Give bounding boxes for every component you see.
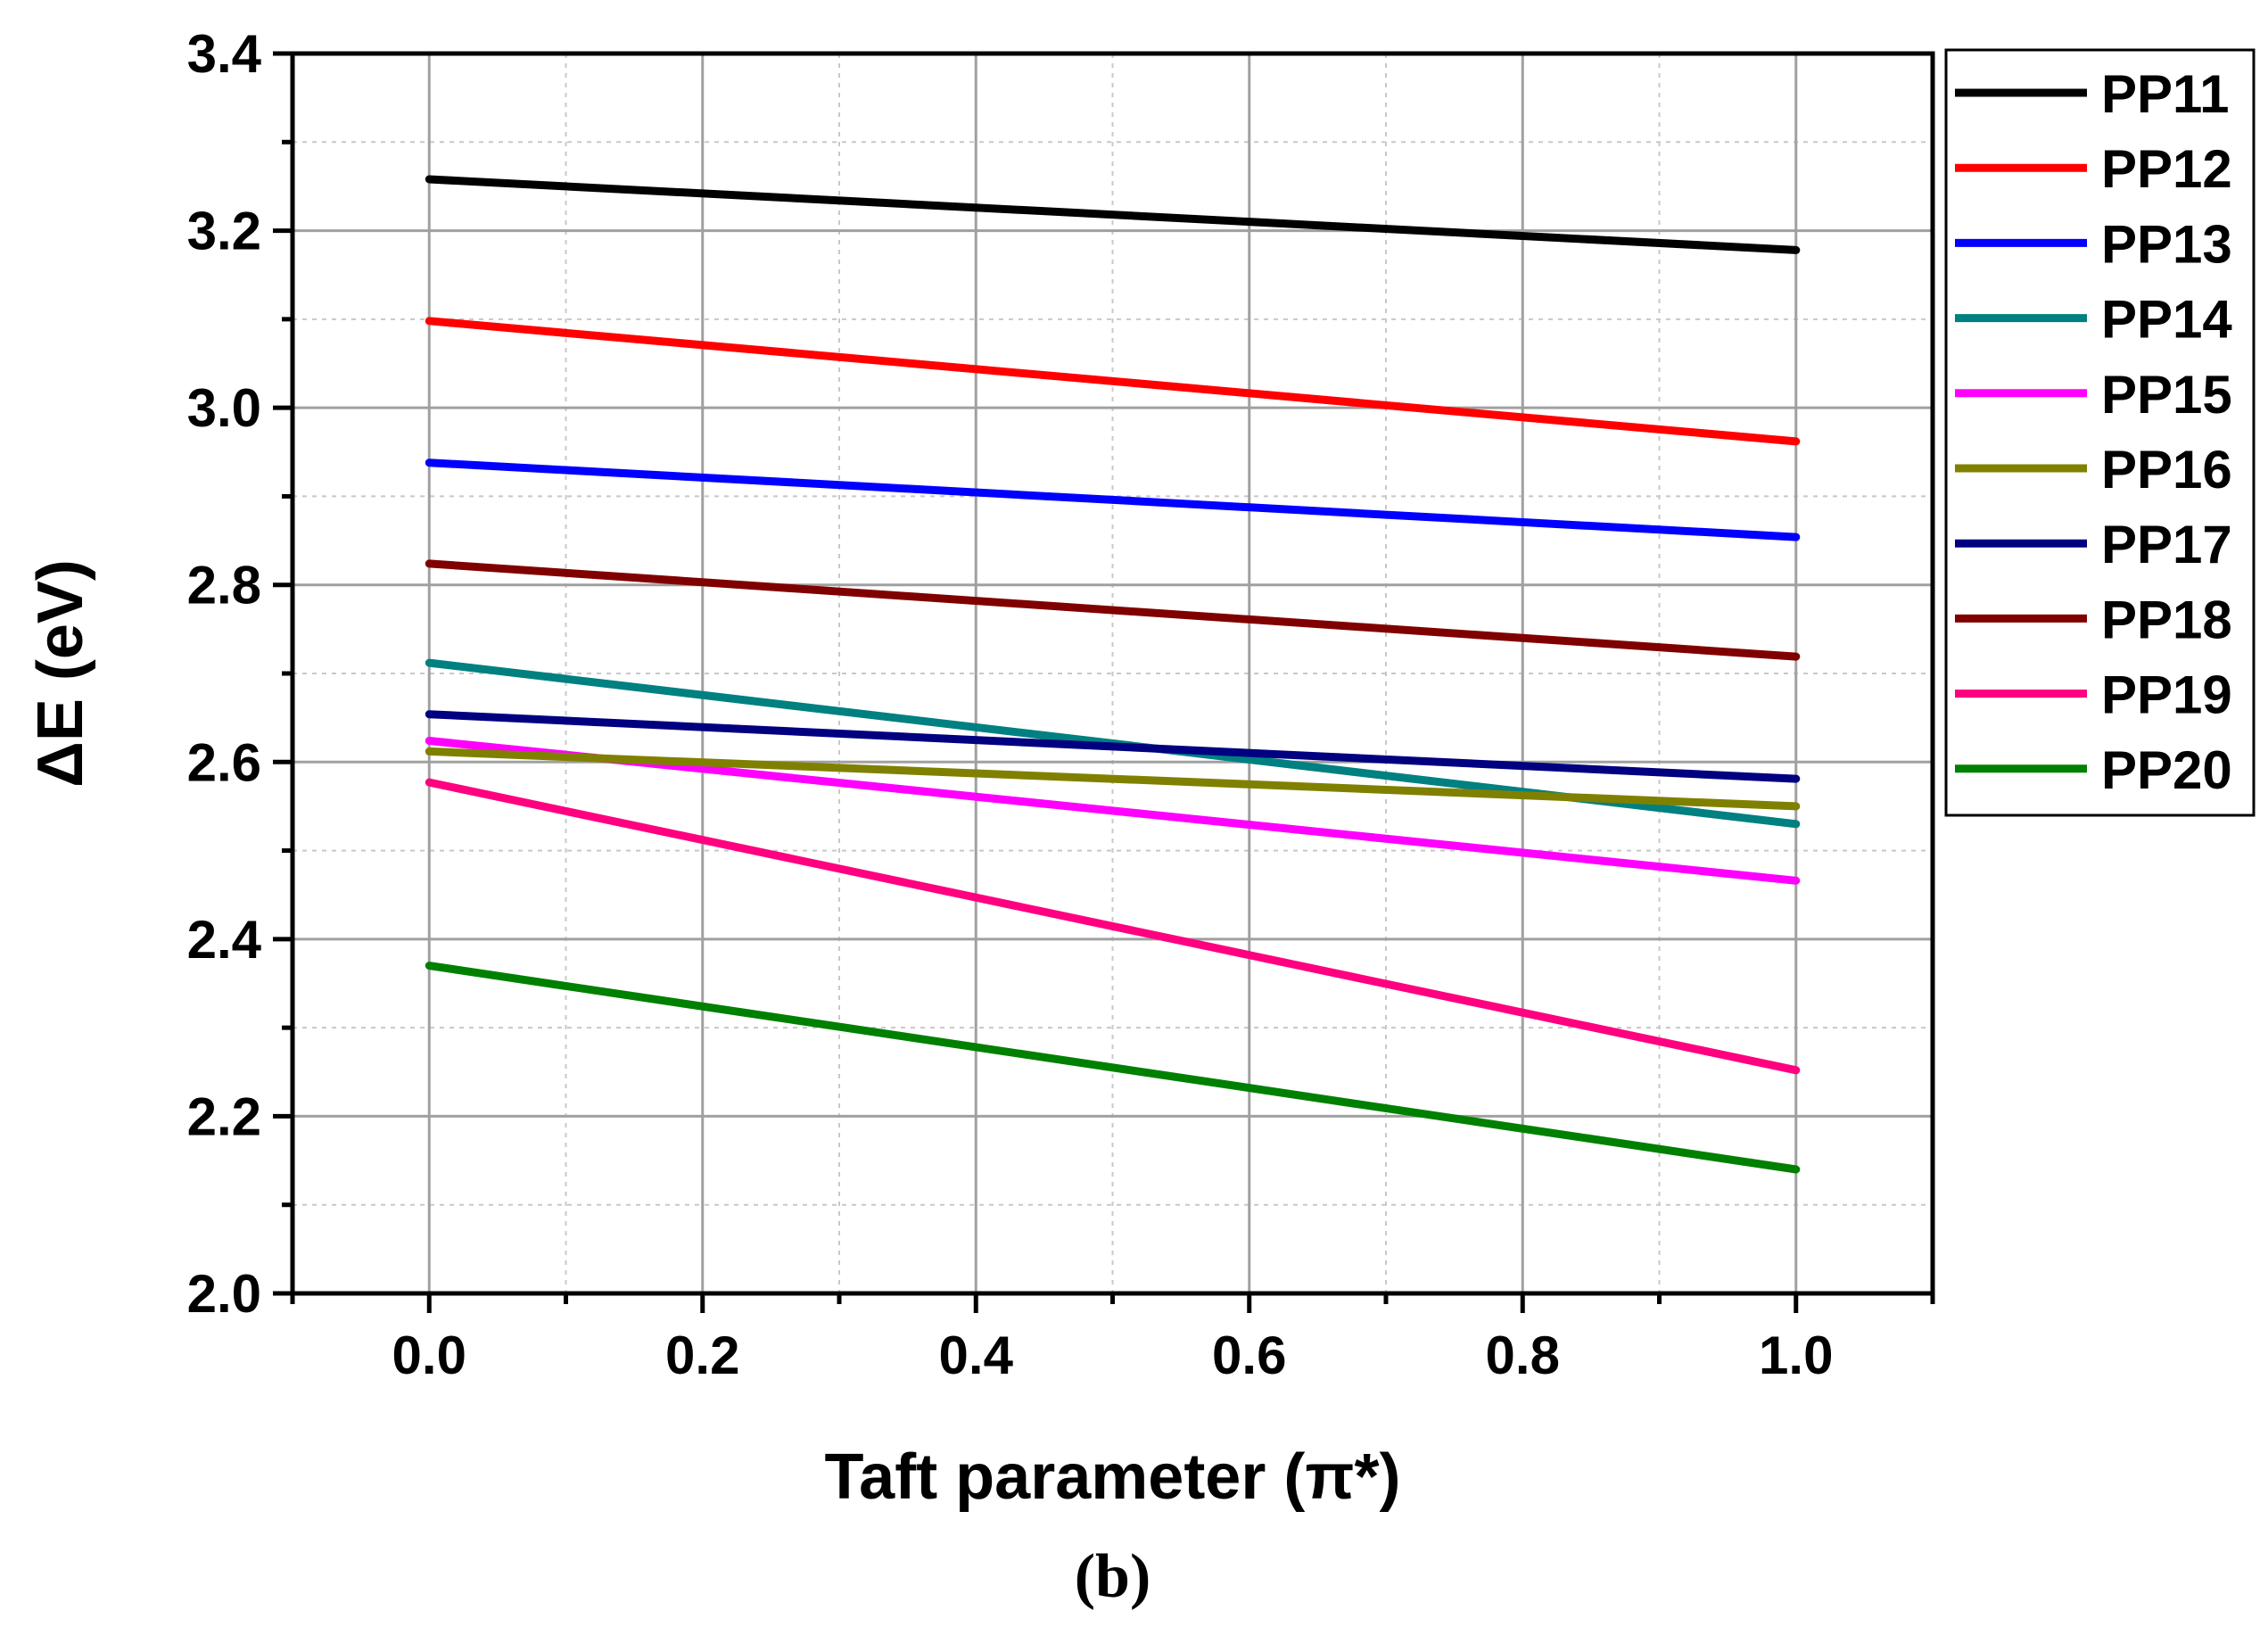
series-lines <box>425 175 1801 1174</box>
series-line-pp16 <box>425 747 1801 811</box>
legend-label-pp15: PP15 <box>2101 365 2232 425</box>
x-tick-label: 0.2 <box>665 1326 739 1385</box>
legend-label-pp11: PP11 <box>2101 64 2229 124</box>
legend-label-pp14: PP14 <box>2101 290 2232 350</box>
series-line-pp17 <box>425 710 1801 783</box>
x-tick-label: 0.6 <box>1212 1326 1286 1385</box>
y-tick-label: 3.0 <box>187 378 261 438</box>
series-line-pp20 <box>425 962 1801 1174</box>
y-axis-label: ΔE (eV) <box>25 559 96 788</box>
y-tick-label: 2.6 <box>187 732 261 792</box>
x-tick-label: 0.8 <box>1486 1326 1560 1385</box>
y-axis-tick-labels: 2.0 2.2 2.4 2.6 2.8 3.0 3.2 3.4 <box>187 24 262 1324</box>
x-axis-tick-labels: 0.0 0.2 0.4 0.6 0.8 1.0 <box>392 1326 1834 1385</box>
legend-label-pp17: PP17 <box>2101 515 2232 574</box>
legend-label-pp18: PP18 <box>2101 590 2232 649</box>
x-tick-label: 0.0 <box>392 1326 466 1385</box>
x-axis-label: Taft parameter (π*) <box>825 1441 1401 1513</box>
legend-label-pp20: PP20 <box>2101 740 2232 800</box>
series-line-pp19 <box>425 778 1801 1075</box>
series-line-pp18 <box>425 559 1801 661</box>
series-line-pp11 <box>425 175 1801 254</box>
y-tick-label: 2.4 <box>187 910 262 970</box>
x-tick-label: 1.0 <box>1759 1326 1833 1385</box>
y-tick-label: 2.0 <box>187 1264 261 1324</box>
legend-box <box>1944 48 2256 817</box>
x-tick-label: 0.4 <box>939 1326 1014 1385</box>
y-tick-label: 2.2 <box>187 1086 261 1146</box>
axis-ticks <box>273 51 1935 1313</box>
legend-label-pp12: PP12 <box>2101 139 2232 199</box>
legend: PP11 PP12 PP13 PP14 PP15 PP16 PP17 PP18 PP19 PP20 <box>1944 48 2256 817</box>
legend-label-pp19: PP19 <box>2101 665 2232 725</box>
series-line-pp12 <box>425 317 1801 446</box>
legend-label-pp16: PP16 <box>2101 440 2232 500</box>
y-tick-label: 3.2 <box>187 202 261 261</box>
series-line-pp13 <box>425 458 1801 541</box>
y-tick-label: 3.4 <box>187 24 262 84</box>
y-tick-label: 2.8 <box>187 556 261 615</box>
grid-lines <box>293 54 1933 1293</box>
panel-label: (b) <box>1075 1542 1151 1611</box>
legend-label-pp13: PP13 <box>2101 214 2232 274</box>
